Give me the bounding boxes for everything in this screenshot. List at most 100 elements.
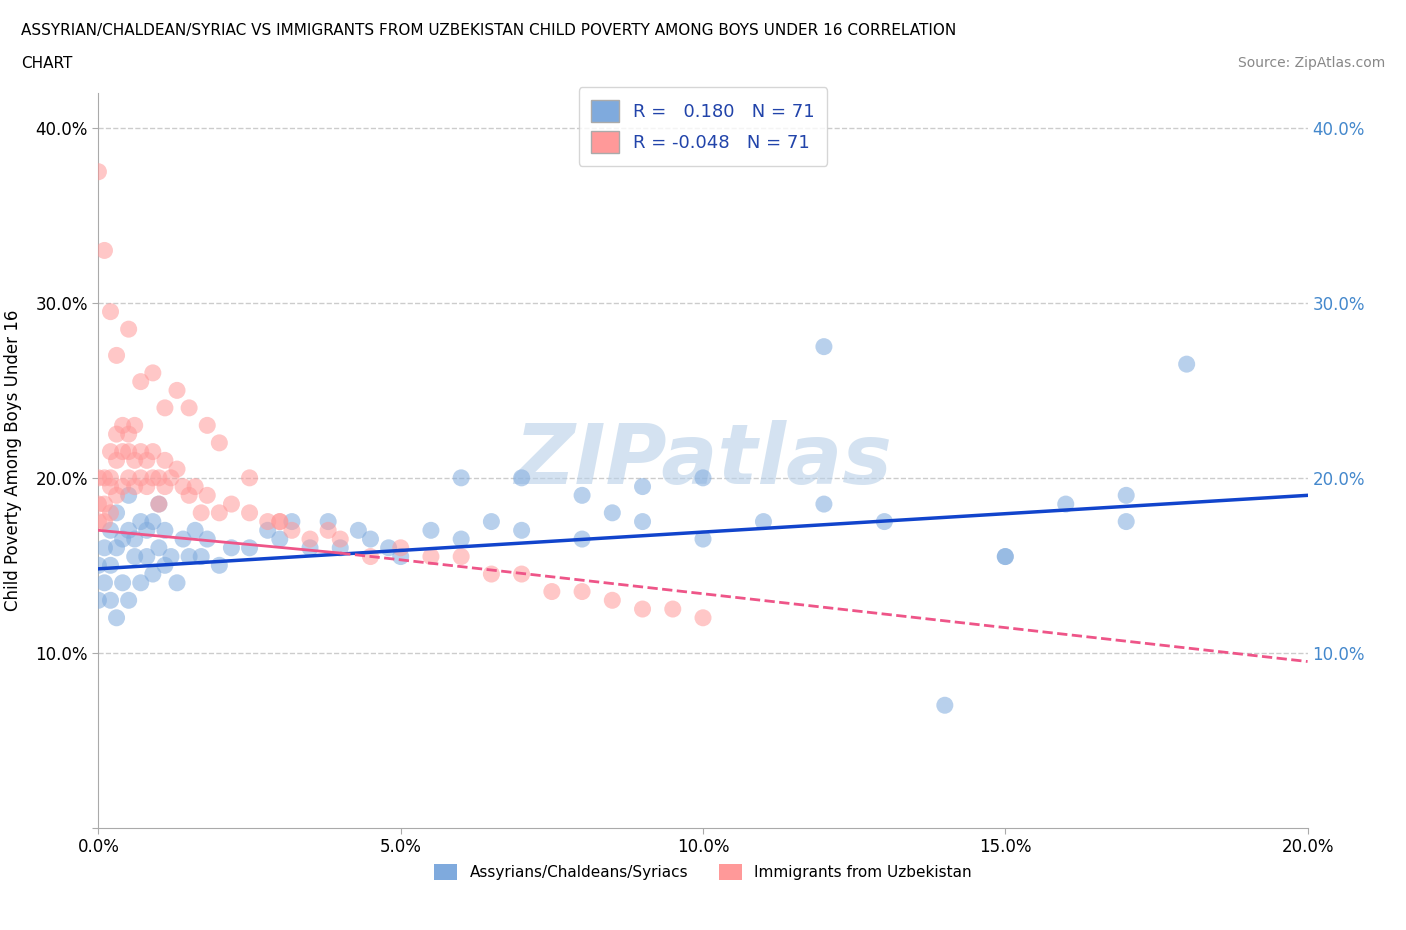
Point	[111, 576, 134, 591]
Point	[166, 383, 188, 398]
Point	[153, 453, 176, 468]
Point	[256, 514, 278, 529]
Point	[129, 471, 152, 485]
Point	[347, 523, 370, 538]
Point	[87, 558, 110, 573]
Point	[450, 471, 472, 485]
Point	[329, 540, 352, 555]
Point	[481, 514, 503, 529]
Point	[752, 514, 775, 529]
Point	[93, 514, 115, 529]
Point	[124, 453, 146, 468]
Point	[153, 479, 176, 494]
Point	[269, 514, 291, 529]
Point	[135, 479, 157, 494]
Point	[118, 445, 141, 459]
Point	[172, 532, 194, 547]
Text: Source: ZipAtlas.com: Source: ZipAtlas.com	[1237, 56, 1385, 70]
Point	[87, 514, 110, 529]
Point	[571, 488, 593, 503]
Point	[160, 549, 183, 564]
Point	[142, 566, 165, 581]
Point	[93, 576, 115, 591]
Point	[195, 488, 218, 503]
Point	[87, 497, 110, 512]
Point	[377, 540, 399, 555]
Point	[105, 348, 128, 363]
Point	[631, 602, 654, 617]
Point	[124, 532, 146, 547]
Point	[179, 401, 201, 416]
Text: ASSYRIAN/CHALDEAN/SYRIAC VS IMMIGRANTS FROM UZBEKISTAN CHILD POVERTY AMONG BOYS : ASSYRIAN/CHALDEAN/SYRIAC VS IMMIGRANTS F…	[21, 23, 956, 38]
Point	[184, 523, 207, 538]
Point	[118, 471, 141, 485]
Point	[135, 523, 157, 538]
Text: CHART: CHART	[21, 56, 73, 71]
Point	[105, 540, 128, 555]
Point	[1115, 514, 1137, 529]
Point	[420, 523, 443, 538]
Point	[195, 532, 218, 547]
Point	[142, 445, 165, 459]
Point	[100, 592, 122, 607]
Point	[93, 471, 115, 485]
Point	[135, 549, 157, 564]
Point	[111, 532, 134, 547]
Point	[93, 497, 115, 512]
Point	[873, 514, 896, 529]
Point	[221, 540, 243, 555]
Point	[148, 497, 170, 512]
Point	[105, 505, 128, 520]
Point	[1054, 497, 1077, 512]
Point	[100, 304, 122, 319]
Point	[602, 505, 624, 520]
Point	[118, 322, 141, 337]
Point	[93, 540, 115, 555]
Point	[813, 339, 835, 354]
Point	[87, 592, 110, 607]
Point	[93, 243, 115, 258]
Point	[221, 497, 243, 512]
Point	[269, 514, 291, 529]
Point	[142, 514, 165, 529]
Point	[124, 418, 146, 432]
Point	[124, 479, 146, 494]
Point	[100, 445, 122, 459]
Point	[142, 365, 165, 380]
Point	[118, 488, 141, 503]
Point	[87, 165, 110, 179]
Point	[111, 479, 134, 494]
Point	[299, 532, 322, 547]
Point	[299, 540, 322, 555]
Point	[105, 488, 128, 503]
Point	[105, 453, 128, 468]
Point	[129, 374, 152, 389]
Point	[179, 549, 201, 564]
Point	[239, 471, 262, 485]
Point	[481, 566, 503, 581]
Point	[153, 523, 176, 538]
Point	[166, 576, 188, 591]
Point	[100, 479, 122, 494]
Point	[281, 514, 304, 529]
Point	[540, 584, 562, 599]
Point	[269, 532, 291, 547]
Point	[160, 471, 183, 485]
Point	[316, 514, 339, 529]
Point	[692, 471, 714, 485]
Point	[190, 505, 212, 520]
Point	[100, 471, 122, 485]
Point	[118, 523, 141, 538]
Point	[661, 602, 683, 617]
Point	[239, 505, 262, 520]
Point	[389, 549, 412, 564]
Point	[692, 532, 714, 547]
Point	[631, 514, 654, 529]
Point	[571, 532, 593, 547]
Point	[166, 461, 188, 476]
Point	[813, 497, 835, 512]
Point	[631, 479, 654, 494]
Point	[195, 418, 218, 432]
Point	[208, 435, 231, 450]
Point	[129, 445, 152, 459]
